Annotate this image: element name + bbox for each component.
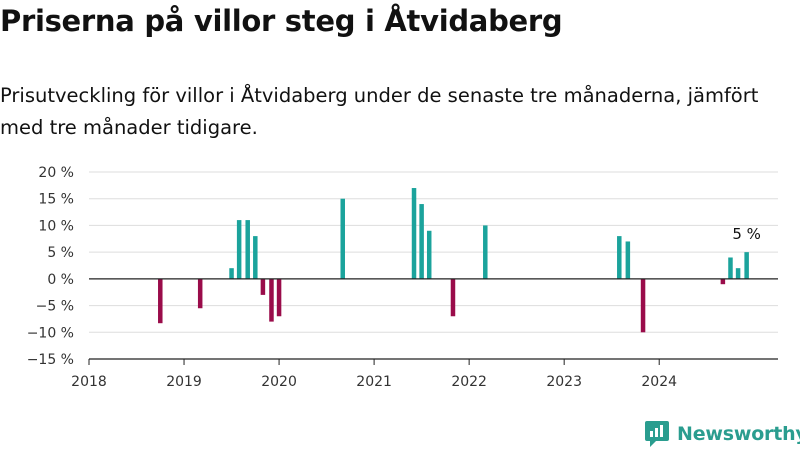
bar bbox=[735, 268, 741, 279]
bar bbox=[411, 188, 417, 279]
bar bbox=[276, 278, 282, 317]
x-tick-label: 2020 bbox=[261, 374, 297, 390]
bar bbox=[236, 220, 242, 279]
x-tick-label: 2021 bbox=[356, 374, 392, 390]
y-tick-label: −10 % bbox=[27, 325, 74, 341]
x-axis-labels: 2018 2019 2020 2021 2022 2023 2024 bbox=[71, 374, 677, 390]
bar bbox=[450, 278, 456, 317]
bar bbox=[744, 252, 749, 279]
chart-title: Priserna på villor steg i Åtvidaberg bbox=[0, 4, 563, 38]
x-tick-label: 2022 bbox=[451, 374, 487, 390]
brand-name: Newsworthy bbox=[677, 423, 800, 445]
x-tick-label: 2023 bbox=[546, 374, 582, 390]
y-tick-label: 0 % bbox=[47, 272, 74, 288]
bar bbox=[640, 278, 646, 333]
axes bbox=[88, 278, 778, 365]
bar bbox=[253, 236, 258, 279]
y-tick-label: 5 % bbox=[47, 245, 74, 261]
bar bbox=[158, 278, 163, 324]
bar bbox=[269, 278, 274, 322]
bar bbox=[625, 241, 631, 279]
bar bbox=[340, 198, 345, 279]
bar bbox=[245, 220, 250, 279]
chart-subtitle: Prisutveckling för villor i Åtvidaberg u… bbox=[0, 84, 759, 139]
newsworthy-logo-icon bbox=[645, 421, 669, 447]
gridlines bbox=[89, 171, 778, 333]
y-tick-label: 10 % bbox=[38, 218, 74, 234]
data-label: 5 % bbox=[732, 225, 761, 243]
bar bbox=[229, 268, 234, 279]
y-tick-label: 15 % bbox=[38, 192, 74, 208]
bars bbox=[158, 188, 749, 333]
bar bbox=[197, 278, 203, 309]
y-tick-label: −15 % bbox=[27, 352, 74, 368]
brand-logo: Newsworthy bbox=[644, 419, 800, 449]
bar bbox=[720, 278, 726, 285]
annotations: 5 % bbox=[732, 225, 761, 243]
x-tick-label: 2018 bbox=[71, 374, 107, 390]
bar bbox=[617, 236, 622, 279]
bar bbox=[260, 278, 266, 295]
y-tick-label: −5 % bbox=[36, 299, 74, 315]
bar bbox=[426, 230, 432, 279]
bar bbox=[728, 257, 733, 279]
y-tick-label: 20 % bbox=[38, 165, 74, 181]
y-axis-labels: 20 % 15 % 10 % 5 % 0 % −5 % −10 % −15 % bbox=[27, 165, 74, 368]
bar bbox=[483, 225, 488, 279]
x-tick-label: 2024 bbox=[641, 374, 677, 390]
bar-chart: 20 %15 %10 %5 %0 %−5 %−10 %−15 % 2018 201… bbox=[27, 165, 778, 390]
x-tick-label: 2019 bbox=[166, 374, 202, 390]
bar bbox=[419, 204, 424, 279]
